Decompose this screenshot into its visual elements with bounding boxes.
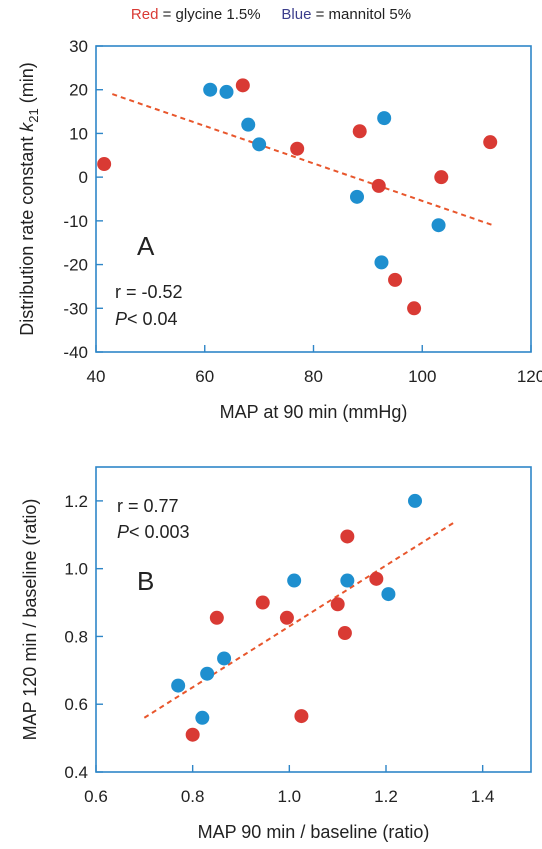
p-value: P< 0.003: [117, 522, 190, 542]
data-point-blue: [200, 666, 215, 681]
y-tick-label: 10: [69, 124, 88, 143]
trend-line: [111, 93, 494, 227]
data-point-blue: [241, 117, 256, 132]
data-point-blue: [252, 137, 267, 152]
y-axis-label-main: MAP 120 min / baseline (ratio): [20, 499, 40, 741]
legend-red-word: Red: [130, 6, 159, 23]
p-value-text: < 0.003: [129, 522, 190, 542]
data-point-blue: [408, 493, 422, 508]
data-point-red: [388, 272, 403, 287]
y-tick-label: 0.8: [64, 627, 88, 646]
data-point-red: [294, 709, 309, 724]
y-tick-label: 20: [69, 81, 88, 100]
y-axis-label-main: Distribution rate constant: [17, 132, 37, 336]
data-point-red: [290, 141, 305, 156]
data-point-blue: [374, 255, 389, 270]
y-axis-label-symbol: k: [17, 122, 37, 132]
panel-label: B: [137, 566, 154, 596]
y-tick-label: -40: [63, 343, 88, 362]
y-tick-label: 1.2: [64, 492, 88, 511]
y-tick-label: -30: [63, 299, 88, 318]
data-point-blue: [203, 82, 218, 97]
y-tick-label: 1.0: [64, 560, 88, 579]
correlation-r: r = -0.52: [115, 282, 183, 302]
data-point-red: [407, 301, 422, 316]
x-axis-label: MAP 90 min / baseline (ratio): [198, 822, 430, 842]
panel-label: A: [137, 231, 155, 261]
x-axis-label: MAP at 90 min (mmHg): [220, 402, 408, 422]
data-point-blue: [381, 587, 396, 602]
x-tick-label: 100: [408, 367, 436, 386]
x-tick-label: 0.6: [84, 787, 108, 806]
data-point-red: [97, 157, 112, 172]
y-axis-label: MAP 120 min / baseline (ratio): [20, 499, 40, 741]
data-point-red: [235, 78, 250, 93]
data-point-blue: [340, 573, 355, 588]
data-point-red: [330, 597, 345, 612]
data-point-blue: [377, 111, 392, 126]
p-symbol: P: [115, 309, 127, 329]
p-symbol: P: [117, 522, 129, 542]
x-tick-label: 1.4: [471, 787, 495, 806]
correlation-r: r = 0.77: [117, 496, 179, 516]
data-point-red: [337, 626, 352, 641]
data-point-blue: [217, 651, 232, 666]
data-point-red: [209, 610, 224, 625]
x-tick-label: 120: [517, 367, 542, 386]
p-value-text: < 0.04: [127, 309, 178, 329]
data-point-red: [255, 595, 270, 610]
data-point-red: [371, 178, 386, 193]
y-tick-label: -20: [63, 256, 88, 275]
legend-blue-word: Blue: [281, 6, 312, 23]
data-point-blue: [219, 84, 234, 99]
y-axis-label: Distribution rate constant k21 (min): [17, 62, 41, 336]
x-tick-label: 1.2: [374, 787, 398, 806]
scatter-panel-a: 40 60 80 100 120 -40 -30 -20 -10 0 10 20 30 MAP at 90…: [17, 37, 542, 422]
data-point-red: [185, 727, 200, 742]
y-tick-label: 0.4: [64, 763, 88, 782]
x-tick-label: 1.0: [278, 787, 302, 806]
legend-red-text: = glycine 1.5%: [162, 6, 261, 23]
data-point-red: [352, 124, 367, 139]
trend-line: [143, 520, 457, 719]
data-point-red: [434, 170, 449, 185]
y-axis-label-subscript: 21: [26, 108, 41, 122]
p-value: P< 0.04: [115, 309, 178, 329]
y-tick-label: 30: [69, 37, 88, 56]
x-tick-label: 40: [87, 367, 106, 386]
x-tick-label: 80: [304, 367, 323, 386]
scatter-panel-b: 0.6 0.8 1.0 1.2 1.4 0.4 0.6 0.8 1.0 1.2 MAP 90 min…: [20, 466, 532, 842]
data-point-red: [369, 571, 384, 586]
color-legend: Red = glycine 1.5% Blue = mannitol 5%: [0, 6, 542, 23]
legend-blue-text: = mannitol 5%: [315, 6, 412, 23]
plot-frame: [95, 466, 532, 773]
data-point-blue: [171, 678, 186, 693]
data-point-blue: [195, 710, 210, 725]
data-point-red: [483, 135, 498, 150]
y-axis-label-unit: (min): [17, 62, 37, 108]
y-tick-label: 0: [79, 168, 88, 187]
plot-frame: [95, 45, 532, 353]
y-tick-label: 0.6: [64, 695, 88, 714]
data-point-red: [340, 529, 355, 544]
x-tick-label: 60: [195, 367, 214, 386]
data-point-blue: [350, 189, 364, 204]
y-tick-label: -10: [63, 212, 88, 231]
data-point-red: [279, 610, 294, 625]
x-tick-label: 0.8: [181, 787, 205, 806]
data-point-blue: [287, 573, 302, 588]
data-point-blue: [431, 218, 446, 233]
